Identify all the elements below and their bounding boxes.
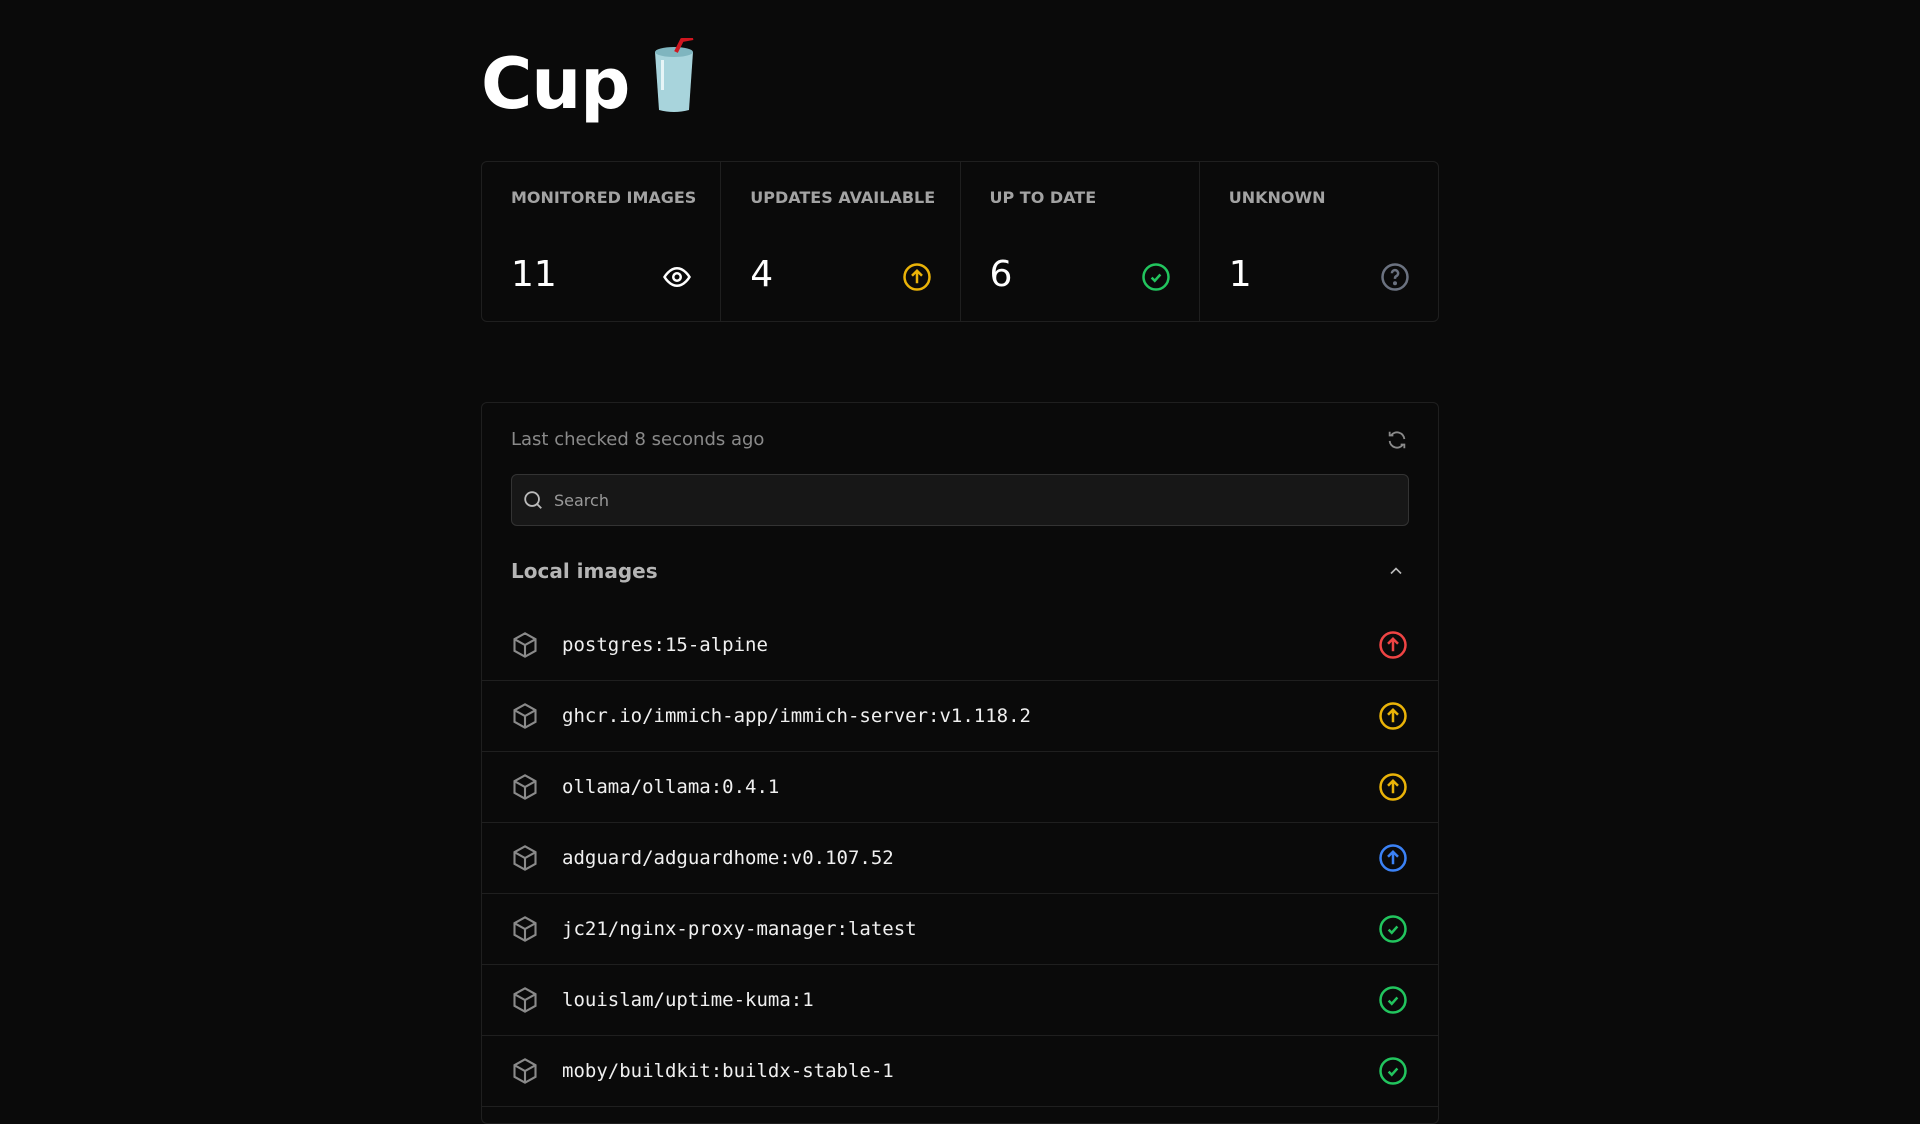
search-input[interactable] xyxy=(552,489,1356,511)
stat-label: UPDATES AVAILABLE xyxy=(750,188,936,207)
last-checked: Last checked 8 seconds ago xyxy=(511,429,765,450)
box-icon xyxy=(513,916,537,942)
image-row[interactable]: adguard/adguardhome:v0.107.52 xyxy=(482,823,1438,894)
image-name: adguard/adguardhome:v0.107.52 xyxy=(562,847,894,869)
question-circle-icon xyxy=(1381,263,1409,291)
stat-value: 1 xyxy=(1228,254,1252,295)
check-circle-icon xyxy=(1379,915,1407,943)
arrow-up-circle-icon xyxy=(902,263,931,291)
stat-label: UP TO DATE xyxy=(989,188,1097,207)
box-icon xyxy=(513,774,537,800)
image-name: ollama/ollama:0.4.1 xyxy=(562,776,780,798)
stat-unknown: UNKNOWN 1 xyxy=(1200,162,1438,321)
arrow-up-circle-icon xyxy=(1379,702,1407,730)
box-icon xyxy=(513,987,537,1013)
image-row[interactable]: ollama/ollama:0.4.1 xyxy=(482,752,1438,823)
stat-label: UNKNOWN xyxy=(1228,188,1326,207)
search-box xyxy=(511,474,1409,526)
check-circle-icon xyxy=(1142,263,1170,291)
app-title: Cup xyxy=(481,43,630,125)
page-title: Cup xyxy=(481,36,699,130)
image-name: postgres:15-alpine xyxy=(562,634,768,656)
arrow-up-circle-icon xyxy=(1379,844,1407,872)
box-icon xyxy=(513,703,537,729)
box-icon xyxy=(513,632,537,658)
cup-logo-icon xyxy=(649,36,699,130)
images-card: Last checked 8 seconds ago Local images … xyxy=(481,402,1439,1124)
arrow-up-circle-icon xyxy=(1379,773,1407,801)
stat-value: 6 xyxy=(989,254,1013,295)
check-circle-icon xyxy=(1379,986,1407,1014)
stat-monitored: MONITORED IMAGES 11 xyxy=(482,162,722,321)
image-row[interactable]: ghcr.io/immich-app/immich-server:v1.118.… xyxy=(482,681,1438,752)
stat-uptodate: UP TO DATE 6 xyxy=(961,162,1200,321)
refresh-icon[interactable] xyxy=(1386,429,1408,451)
image-list: postgres:15-alpine ghcr.io/immich-app/im… xyxy=(482,610,1438,1107)
image-name: moby/buildkit:buildx-stable-1 xyxy=(562,1060,894,1082)
section-title: Local images xyxy=(511,559,658,583)
image-name: louislam/uptime-kuma:1 xyxy=(562,989,814,1011)
image-row[interactable]: postgres:15-alpine xyxy=(482,610,1438,681)
stat-updates: UPDATES AVAILABLE 4 xyxy=(721,162,961,321)
stats-card: MONITORED IMAGES 11 UPDATES AVAILABLE 4 … xyxy=(481,161,1439,322)
box-icon xyxy=(513,845,537,871)
check-circle-icon xyxy=(1379,1057,1407,1085)
box-icon xyxy=(513,1058,537,1084)
arrow-up-circle-icon xyxy=(1379,631,1407,659)
image-name: jc21/nginx-proxy-manager:latest xyxy=(562,918,917,940)
stat-label: MONITORED IMAGES xyxy=(511,188,697,207)
image-row[interactable]: jc21/nginx-proxy-manager:latest xyxy=(482,894,1438,965)
eye-icon xyxy=(663,266,692,288)
image-row[interactable]: louislam/uptime-kuma:1 xyxy=(482,965,1438,1036)
image-row[interactable]: moby/buildkit:buildx-stable-1 xyxy=(482,1036,1438,1107)
stat-value: 4 xyxy=(750,254,774,295)
stat-value: 11 xyxy=(511,254,557,295)
image-name: ghcr.io/immich-app/immich-server:v1.118.… xyxy=(562,705,1031,727)
chevron-up-icon[interactable] xyxy=(1386,561,1406,581)
search-icon xyxy=(524,491,542,509)
